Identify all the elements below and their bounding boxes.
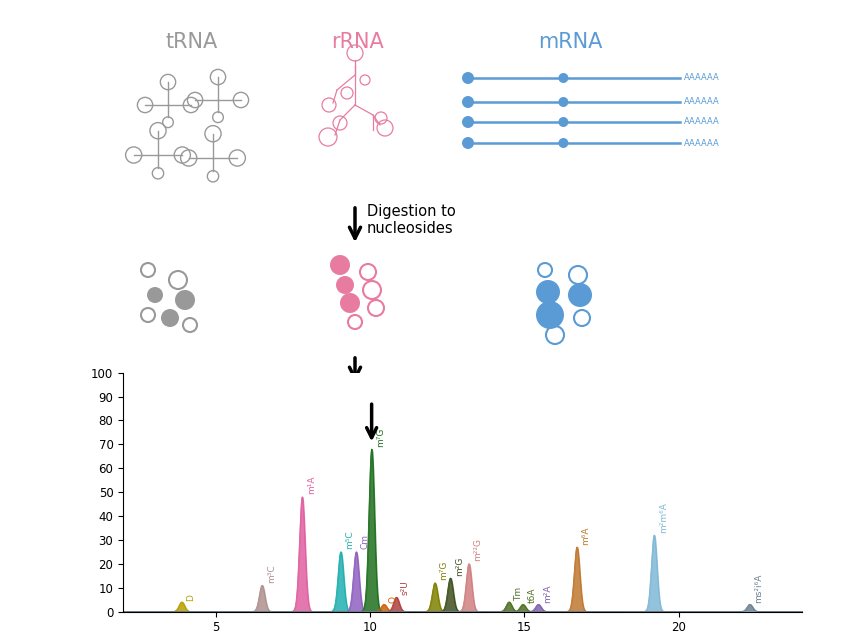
Circle shape [330, 255, 350, 275]
Text: AAAAAA: AAAAAA [684, 138, 720, 148]
Circle shape [568, 283, 592, 307]
Text: Digestion to
nucleosides: Digestion to nucleosides [367, 204, 456, 236]
Text: m³C: m³C [267, 564, 276, 583]
Circle shape [340, 293, 360, 313]
Text: m²m⁶A: m²m⁶A [659, 502, 668, 533]
Circle shape [147, 287, 163, 303]
Text: ms²i⁶A: ms²i⁶A [755, 574, 763, 603]
Text: AAAAAA: AAAAAA [684, 117, 720, 127]
Text: m⁶A: m⁶A [582, 526, 591, 545]
Text: m⁷G: m⁷G [376, 427, 385, 447]
Text: m⁷G: m⁷G [440, 561, 448, 580]
Circle shape [462, 137, 474, 149]
Text: m²G: m²G [455, 556, 464, 576]
Circle shape [462, 72, 474, 84]
Circle shape [536, 280, 560, 304]
Circle shape [175, 290, 195, 310]
Text: m²²G: m²²G [474, 538, 482, 561]
Text: s²U: s²U [401, 580, 410, 595]
Circle shape [559, 117, 568, 127]
Text: AAAAAA: AAAAAA [684, 97, 720, 106]
Text: rRNA: rRNA [332, 32, 385, 52]
Text: Cm: Cm [361, 534, 370, 549]
Text: m⁵C: m⁵C [346, 531, 354, 549]
Circle shape [336, 276, 354, 294]
Circle shape [462, 116, 474, 128]
Circle shape [559, 73, 568, 83]
Text: Q: Q [389, 596, 397, 603]
Text: D: D [187, 594, 195, 601]
Circle shape [559, 138, 568, 148]
Text: m²A: m²A [543, 585, 552, 603]
Text: AAAAAA: AAAAAA [684, 73, 720, 83]
Text: m¹A: m¹A [306, 476, 316, 494]
Circle shape [462, 96, 474, 108]
Circle shape [536, 301, 564, 329]
Text: mRNA: mRNA [537, 32, 602, 52]
Text: t6A: t6A [527, 588, 537, 603]
Circle shape [161, 309, 179, 327]
Text: Tm: Tm [514, 587, 523, 601]
Text: tRNA: tRNA [166, 32, 218, 52]
Circle shape [559, 97, 568, 107]
